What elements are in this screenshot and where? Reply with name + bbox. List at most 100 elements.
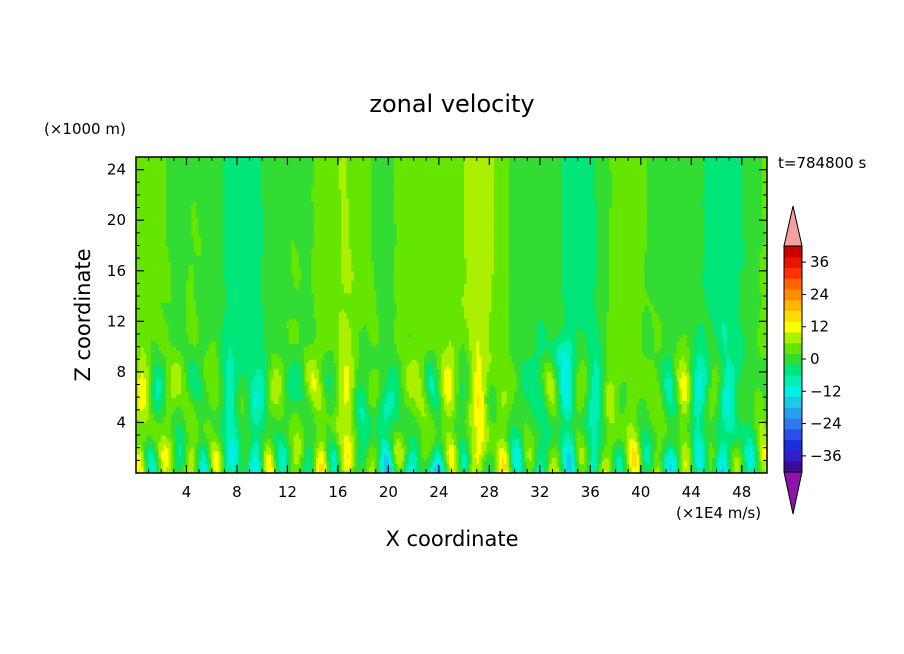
field-cell: [323, 444, 327, 449]
field-cell: [281, 387, 285, 392]
field-cell: [694, 466, 698, 471]
field-cell: [689, 371, 693, 376]
field-cell: [534, 349, 545, 354]
field-cell: [574, 441, 578, 446]
field-cell: [158, 450, 162, 455]
field-cell: [298, 321, 317, 326]
field-cell: [641, 318, 653, 322]
field-cell: [636, 406, 648, 411]
field-cell: [171, 343, 195, 348]
field-cell: [661, 394, 665, 398]
field-cell: [161, 457, 170, 461]
field-cell: [551, 460, 558, 465]
field-cell: [403, 450, 408, 455]
field-cell: [281, 390, 285, 395]
field-cell: [666, 397, 673, 401]
field-cell: [426, 466, 430, 471]
field-cell: [368, 394, 380, 398]
field-cell: [153, 403, 162, 408]
field-cell: [739, 450, 743, 455]
field-cell: [378, 375, 387, 379]
field-cell: [681, 394, 688, 398]
field-cell: [413, 412, 423, 417]
field-cell: [696, 460, 703, 465]
field-cell: [674, 444, 680, 449]
field-cell: [536, 340, 563, 345]
field-cell: [636, 447, 640, 452]
field-cell: [158, 460, 162, 465]
field-cell: [601, 359, 608, 363]
field-cell: [756, 435, 761, 439]
field-cell: [549, 457, 553, 461]
field-cell: [186, 457, 190, 461]
field-cell: [203, 375, 220, 379]
field-cell: [456, 454, 460, 458]
field-cell: [156, 460, 160, 465]
field-cell: [569, 390, 573, 395]
field-cell: [654, 457, 660, 461]
field-cell: [666, 403, 678, 408]
field-cell: [506, 435, 510, 439]
field-cell: [664, 457, 668, 461]
field-cell: [601, 441, 608, 446]
field-cell: [721, 359, 728, 363]
field-cell: [416, 460, 420, 465]
field-cell: [711, 466, 716, 471]
field-cell: [526, 397, 545, 401]
field-cell: [316, 425, 327, 430]
field-cell: [143, 450, 147, 455]
field-cell: [456, 444, 460, 449]
field-cell: [469, 435, 473, 439]
field-cell: [759, 286, 767, 291]
field-cell: [489, 412, 498, 417]
field-cell: [564, 400, 570, 405]
field-cell: [156, 387, 162, 392]
field-cell: [348, 394, 352, 398]
field-cell: [143, 447, 147, 452]
field-cell: [353, 460, 357, 465]
field-cell: [251, 387, 265, 392]
field-cell: [318, 381, 325, 386]
field-cell: [326, 435, 337, 439]
field-cell: [266, 422, 290, 427]
field-cell: [381, 441, 390, 446]
field-cell: [741, 463, 746, 468]
field-cell: [388, 412, 400, 417]
field-cell: [441, 371, 445, 376]
field-cell: [604, 368, 608, 373]
field-cell: [659, 469, 663, 473]
field-cell: [706, 469, 716, 473]
field-cell: [684, 460, 688, 465]
field-cell: [223, 447, 227, 452]
field-cell: [238, 419, 250, 424]
field-cell: [158, 466, 162, 471]
field-cell: [654, 454, 660, 458]
field-cell: [476, 428, 485, 433]
field-cell: [714, 412, 721, 417]
field-cell: [171, 378, 182, 382]
field-cell: [351, 286, 375, 291]
field-cell: [716, 384, 723, 389]
field-cell: [716, 431, 756, 436]
field-cell: [291, 454, 295, 458]
field-cell: [744, 333, 758, 338]
field-cell: [641, 324, 653, 329]
field-cell: [561, 422, 573, 427]
field-cell: [161, 381, 165, 386]
field-cell: [711, 441, 718, 446]
field-cell: [656, 431, 668, 436]
field-cell: [266, 384, 270, 389]
field-cell: [466, 406, 470, 411]
field-cell: [396, 466, 405, 471]
field-cell: [709, 394, 718, 398]
field-cell: [666, 428, 680, 433]
field-cell: [586, 438, 593, 442]
field-cell: [351, 441, 355, 446]
field-cell: [261, 302, 315, 307]
field-cell: [196, 450, 200, 455]
field-cell: [391, 406, 400, 411]
field-cell: [546, 346, 550, 351]
field-cell: [564, 315, 598, 319]
field-cell: [509, 466, 513, 471]
field-cell: [571, 365, 575, 370]
